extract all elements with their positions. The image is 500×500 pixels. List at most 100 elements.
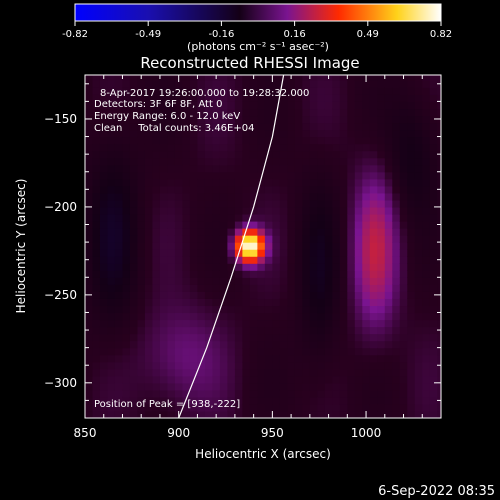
heatmap-cell <box>302 298 311 307</box>
heatmap-cell <box>384 298 393 307</box>
heatmap-cell <box>287 115 296 124</box>
heatmap-cell <box>114 291 124 299</box>
heatmap-cell <box>437 94 441 102</box>
heatmap-cell <box>242 263 251 271</box>
heatmap-cell <box>354 206 363 215</box>
heatmap-cell <box>354 220 363 229</box>
heatmap-cell <box>279 206 288 215</box>
heatmap-cell <box>189 171 199 180</box>
heatmap-cell <box>287 263 296 271</box>
heatmap-cell <box>272 228 281 236</box>
heatmap-cell <box>414 80 423 88</box>
heatmap-cell <box>407 228 416 236</box>
chart-title: Reconstructed RHESSI Image <box>140 54 359 72</box>
heatmap-cell <box>114 143 124 152</box>
heatmap-cell <box>354 291 363 299</box>
heatmap-cell <box>129 263 139 271</box>
heatmap-cell <box>242 249 251 257</box>
heatmap-cell <box>182 192 191 201</box>
heatmap-cell <box>137 312 146 321</box>
heatmap-cell <box>152 305 161 314</box>
heatmap-cell <box>99 340 109 349</box>
heatmap-cell <box>279 143 288 152</box>
heatmap-cell <box>227 410 236 418</box>
heatmap-cell <box>197 382 206 391</box>
heatmap-cell <box>144 305 154 314</box>
heatmap-cell <box>369 277 378 285</box>
heatmap-cell <box>362 115 371 124</box>
heatmap-cell <box>309 178 318 187</box>
heatmap-cell <box>422 298 431 307</box>
heatmap-cell <box>332 354 341 363</box>
heatmap-cell <box>197 150 206 159</box>
heatmap-cell <box>339 101 348 110</box>
heatmap-cell <box>114 249 124 257</box>
heatmap-cell <box>272 256 281 264</box>
heatmap-cell <box>257 277 266 285</box>
heatmap-cell <box>107 361 116 370</box>
heatmap-cell <box>302 192 311 201</box>
heatmap-cell <box>354 319 363 328</box>
heatmap-cell <box>414 284 423 292</box>
heatmap-cell <box>174 263 184 271</box>
heatmap-cell <box>384 256 393 264</box>
heatmap-cell <box>339 242 348 250</box>
heatmap-cell <box>159 410 169 418</box>
heatmap-cell <box>407 347 416 356</box>
heatmap-cell <box>272 171 281 180</box>
heatmap-cell <box>174 185 184 194</box>
heatmap-cell <box>324 284 333 292</box>
heatmap-cell <box>197 122 206 131</box>
heatmap-cell <box>152 249 161 257</box>
heatmap-cell <box>92 396 101 405</box>
heatmap-cell <box>122 150 131 159</box>
heatmap-cell <box>339 178 348 187</box>
heatmap-cell <box>182 284 191 292</box>
heatmap-cell <box>159 319 169 328</box>
heatmap-cell <box>159 157 169 166</box>
heatmap-cell <box>122 410 131 418</box>
heatmap-cell <box>219 403 228 412</box>
heatmap-cell <box>279 228 288 236</box>
heatmap-cell <box>92 87 101 95</box>
heatmap-cell <box>399 220 408 229</box>
heatmap-cell <box>429 228 438 236</box>
heatmap-cell <box>264 410 273 418</box>
heatmap-cell <box>122 284 131 292</box>
heatmap-cell <box>114 108 124 117</box>
heatmap-cell <box>414 347 423 356</box>
heatmap-cell <box>219 263 228 271</box>
heatmap-cell <box>279 347 288 356</box>
heatmap-cell <box>197 340 206 349</box>
heatmap-cell <box>279 263 288 271</box>
heatmap-cell <box>354 347 363 356</box>
heatmap-cell <box>272 164 281 173</box>
heatmap-cell <box>159 213 169 222</box>
heatmap-cell <box>362 235 371 243</box>
heatmap-cell <box>369 382 378 391</box>
heatmap-cell <box>317 333 326 342</box>
heatmap-cell <box>144 220 154 229</box>
heatmap-cell <box>279 410 288 418</box>
heatmap-cell <box>182 213 191 222</box>
heatmap-cell <box>354 87 363 95</box>
heatmap-cell <box>85 326 94 335</box>
heatmap-cell <box>107 375 116 384</box>
heatmap-cell <box>137 115 146 124</box>
heatmap-cell <box>152 101 161 110</box>
heatmap-cell <box>174 291 184 299</box>
heatmap-cell <box>189 75 199 81</box>
heatmap-cell <box>129 164 139 173</box>
heatmap-cell <box>399 389 408 398</box>
heatmap-cell <box>174 312 184 321</box>
heatmap-cell <box>107 199 116 208</box>
heatmap-cell <box>309 129 318 138</box>
heatmap-cell <box>107 122 116 131</box>
heatmap-cell <box>249 270 258 278</box>
heatmap-cell <box>354 228 363 236</box>
heatmap-cell <box>234 94 243 102</box>
heatmap-cell <box>137 164 146 173</box>
colorbar <box>74 3 442 22</box>
heatmap-cell <box>324 396 333 405</box>
heatmap-cell <box>159 122 169 131</box>
